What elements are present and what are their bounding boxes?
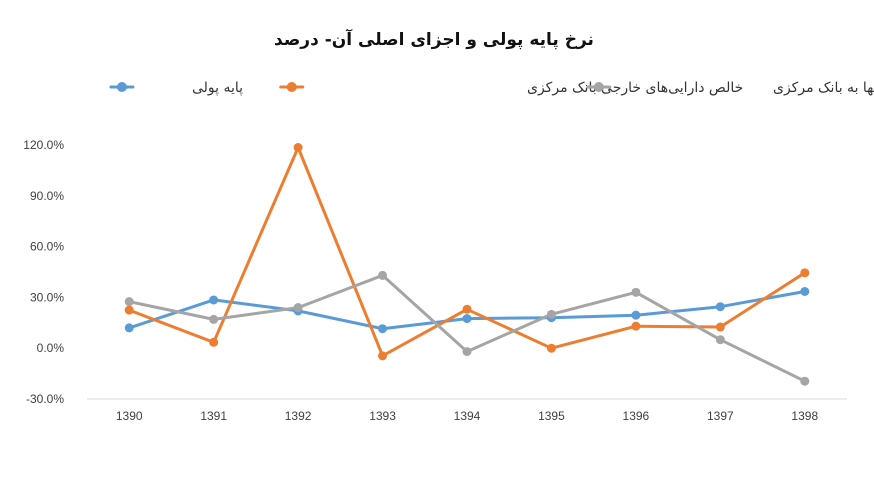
x-tick-label: 1398 — [791, 409, 818, 423]
legend-marker — [593, 82, 604, 92]
y-tick-label: 30.0% — [30, 290, 64, 304]
data-point — [800, 268, 810, 278]
y-axis-tick-labels: -30.0% 0.0% 30.0% 60.0% 90.0% 120.0% — [23, 138, 64, 406]
legend-item-1: پایه پولی — [109, 80, 243, 96]
data-point — [124, 297, 134, 307]
x-tick-label: 1394 — [454, 409, 481, 423]
legend-label: پایه پولی — [192, 80, 243, 96]
x-tick-label: 1397 — [707, 409, 734, 423]
chart-legend: پایه پولی خالص دارایی‌های خارجی بانک مرکز… — [109, 80, 874, 96]
data-point — [800, 376, 810, 386]
y-tick-label: -30.0% — [26, 392, 64, 406]
chart-title: نرخ پایه پولی و اجزای اصلی آن- درصد — [274, 28, 594, 50]
data-point — [546, 309, 556, 319]
y-tick-label: 0.0% — [37, 341, 65, 355]
series-markers — [124, 143, 810, 386]
legend-label: بدهی بانکها به بانک مرکزی — [773, 80, 874, 96]
data-point — [800, 286, 810, 296]
data-point — [462, 304, 472, 314]
x-tick-label: 1392 — [285, 409, 312, 423]
x-tick-label: 1393 — [369, 409, 396, 423]
data-point — [715, 302, 725, 312]
y-tick-label: 90.0% — [30, 189, 64, 203]
legend-item-3: بدهی بانکها به بانک مرکزی — [586, 80, 874, 96]
data-point — [715, 322, 725, 332]
y-tick-label: 60.0% — [30, 240, 64, 254]
legend-label: خالص دارایی‌های خارجی بانک مرکزی — [527, 80, 743, 96]
data-point — [378, 324, 388, 334]
x-axis-tick-labels: 1390 1391 1392 1393 1394 1395 1396 1397 1398 — [116, 409, 819, 423]
data-point — [546, 343, 556, 353]
legend-item-2: خالص دارایی‌های خارجی بانک مرکزی — [279, 80, 743, 96]
legend-marker — [286, 82, 297, 92]
series-line-2 — [127, 146, 807, 358]
data-point — [124, 305, 134, 315]
data-point — [715, 335, 725, 345]
data-point — [124, 323, 134, 333]
data-point — [209, 295, 219, 305]
data-point — [209, 314, 219, 324]
y-tick-label: 120.0% — [23, 138, 64, 152]
data-point — [631, 310, 641, 320]
x-tick-label: 1390 — [116, 409, 143, 423]
data-point — [378, 351, 388, 361]
data-point — [293, 303, 303, 313]
legend-marker — [116, 82, 127, 92]
data-point — [209, 337, 219, 347]
data-point — [631, 287, 641, 297]
x-tick-label: 1391 — [200, 409, 227, 423]
x-tick-label: 1396 — [623, 409, 650, 423]
data-point — [462, 314, 472, 324]
data-point — [378, 270, 388, 280]
data-point — [462, 347, 472, 357]
x-tick-label: 1395 — [538, 409, 565, 423]
data-point — [631, 321, 641, 331]
data-point — [293, 143, 303, 153]
series-lines — [127, 146, 807, 383]
